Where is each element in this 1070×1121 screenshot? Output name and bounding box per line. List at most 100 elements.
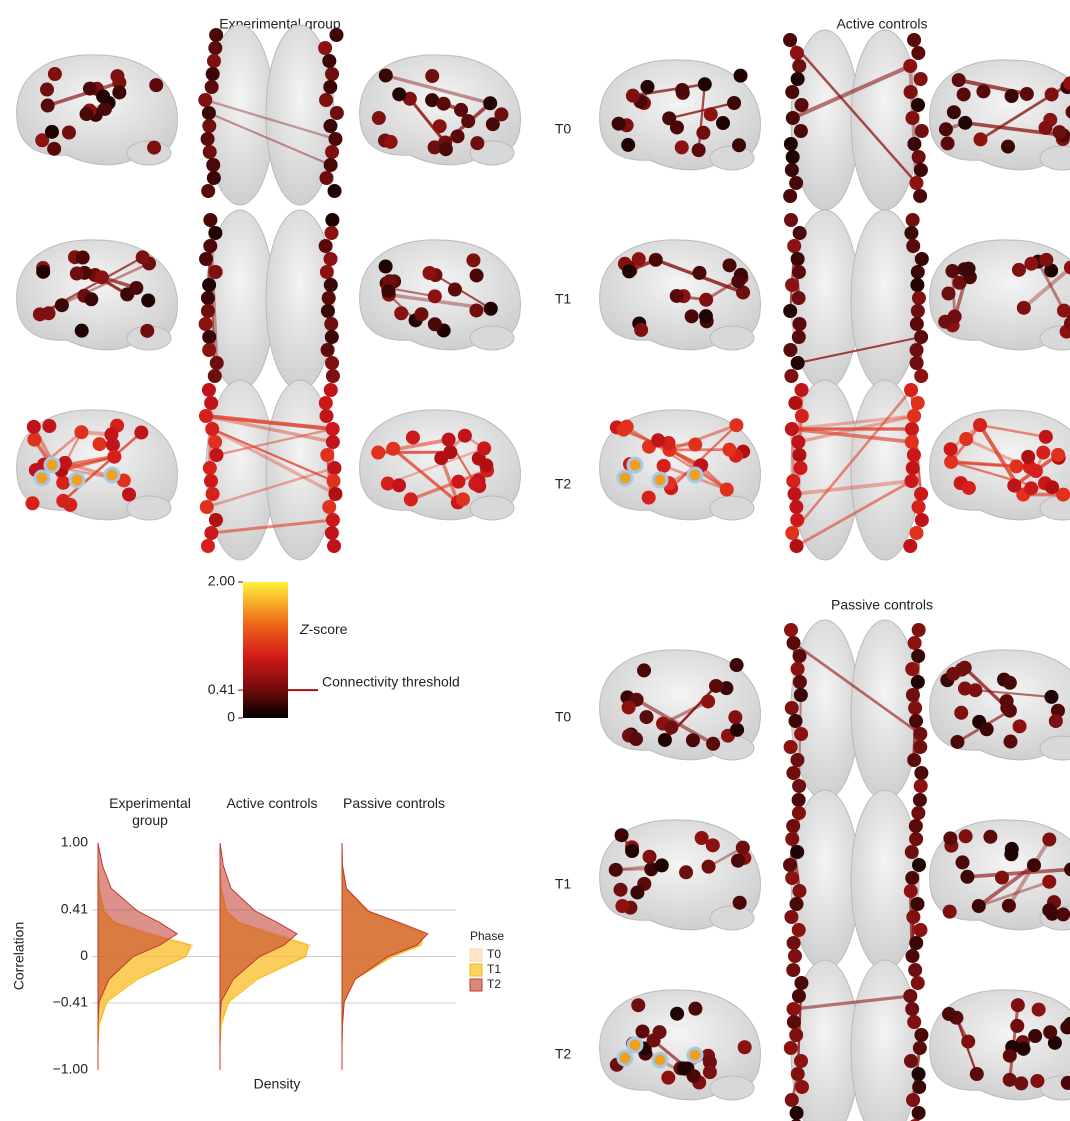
node	[944, 455, 958, 469]
node	[319, 396, 333, 410]
node	[913, 1041, 927, 1055]
node	[685, 309, 699, 323]
node	[208, 435, 222, 449]
node	[439, 142, 453, 156]
node	[423, 266, 437, 280]
node	[1042, 833, 1056, 847]
node	[325, 145, 339, 159]
node	[1005, 89, 1019, 103]
node	[911, 396, 925, 410]
node	[615, 899, 629, 913]
colorbar-label: Z-score	[299, 621, 348, 637]
node	[371, 446, 385, 460]
node	[914, 330, 928, 344]
node	[425, 69, 439, 83]
cerebellum	[710, 1076, 754, 1100]
node	[731, 854, 745, 868]
node	[790, 46, 804, 60]
phase-label: T1	[555, 876, 572, 892]
node	[907, 1015, 921, 1029]
node	[451, 475, 465, 489]
node	[794, 976, 808, 990]
node	[107, 450, 121, 464]
node	[913, 793, 927, 807]
node	[203, 239, 217, 253]
node	[960, 870, 974, 884]
node	[149, 78, 163, 92]
node	[915, 252, 929, 266]
node	[784, 137, 798, 151]
node	[433, 119, 447, 133]
node	[908, 701, 922, 715]
node	[203, 461, 217, 475]
node	[788, 949, 802, 963]
node	[910, 278, 924, 292]
node	[147, 141, 161, 155]
node	[789, 714, 803, 728]
node	[784, 623, 798, 637]
node	[912, 858, 926, 872]
colorbar-label-z: Z	[299, 621, 309, 637]
node	[325, 526, 339, 540]
legend-label: T0	[487, 947, 501, 961]
node	[204, 526, 218, 540]
node	[428, 317, 442, 331]
node	[56, 476, 70, 490]
node	[1027, 858, 1041, 872]
node	[47, 142, 61, 156]
node	[437, 97, 451, 111]
node	[791, 1067, 805, 1081]
node	[202, 278, 216, 292]
node	[84, 292, 98, 306]
node	[122, 488, 136, 502]
node	[909, 819, 923, 833]
node	[615, 828, 629, 842]
node	[1002, 899, 1016, 913]
node	[911, 265, 925, 279]
node	[483, 96, 497, 110]
node	[1039, 121, 1053, 135]
figure-canvas: Experimental group Active controls Passi…	[0, 0, 1070, 1121]
node	[647, 1033, 661, 1047]
node	[1013, 719, 1027, 733]
node	[384, 135, 398, 149]
node	[677, 1062, 691, 1076]
node	[406, 430, 420, 444]
node	[958, 116, 972, 130]
node	[325, 213, 339, 227]
node	[27, 420, 41, 434]
node	[911, 675, 925, 689]
phase-label: T2	[555, 476, 572, 492]
node	[321, 343, 335, 357]
node	[914, 779, 928, 793]
node	[469, 303, 483, 317]
node	[208, 226, 222, 240]
node	[1051, 448, 1065, 462]
node	[728, 710, 742, 724]
node	[1024, 481, 1038, 495]
node	[727, 96, 741, 110]
node	[1049, 714, 1063, 728]
cerebellum	[470, 496, 514, 520]
node	[698, 77, 712, 91]
node	[207, 54, 221, 68]
node	[911, 649, 925, 663]
node	[788, 487, 802, 501]
phase-label: T2	[555, 1046, 572, 1062]
node	[790, 1106, 804, 1120]
node	[912, 1106, 926, 1120]
node	[136, 250, 150, 264]
node	[785, 422, 799, 436]
node	[1014, 1076, 1028, 1090]
node	[454, 103, 468, 117]
node	[386, 442, 400, 456]
node	[791, 72, 805, 86]
node	[983, 830, 997, 844]
node	[952, 73, 966, 87]
node	[631, 998, 645, 1012]
node	[319, 239, 333, 253]
node	[76, 251, 90, 265]
node	[789, 500, 803, 514]
node	[911, 46, 925, 60]
node	[785, 1093, 799, 1107]
